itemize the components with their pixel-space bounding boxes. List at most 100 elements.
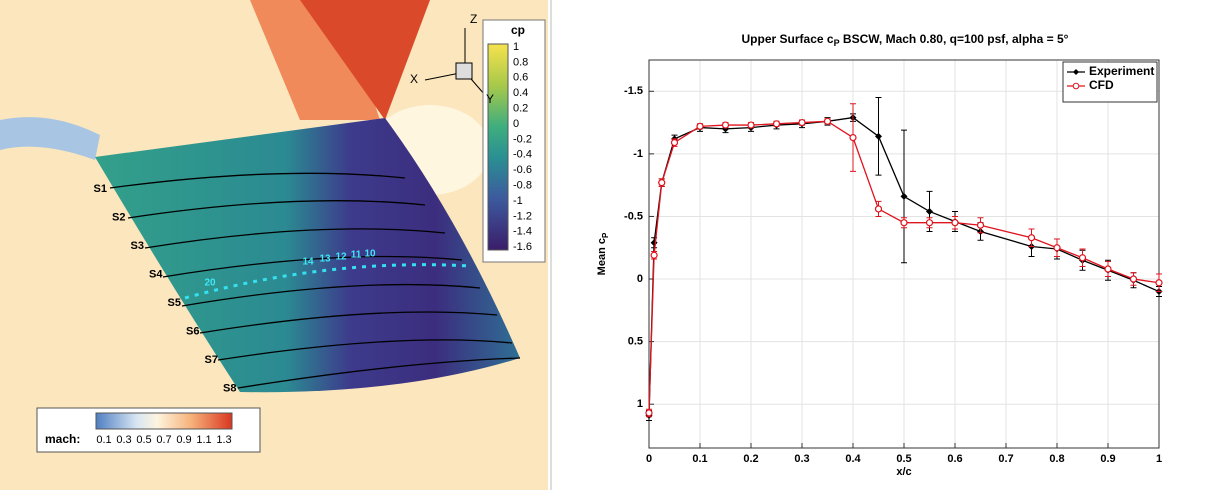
x-tick-label: 1 (1156, 453, 1162, 465)
cp-tick-label: -1 (513, 195, 523, 207)
cp-tick-label: -0.2 (513, 133, 532, 145)
mach-tick-label: 1.1 (196, 434, 211, 446)
mach-tick-label: 1.3 (216, 434, 231, 446)
section-label: S5 (168, 297, 181, 309)
cp-tick-label: -0.8 (513, 180, 532, 192)
marker (721, 121, 730, 129)
marker (772, 120, 781, 128)
marker (1078, 254, 1087, 262)
cp-tick-label: -1.2 (513, 210, 532, 222)
cp-tick-label: 1 (513, 41, 519, 53)
y-tick-label: -1 (633, 148, 643, 160)
marker (900, 219, 908, 227)
marker (658, 179, 666, 187)
cp-tick-label: 0.6 (513, 72, 528, 84)
mach-tick-label: 0.3 (116, 434, 131, 446)
cp-tick-label: 0.4 (513, 87, 528, 99)
marker (696, 122, 704, 130)
wake (0, 117, 100, 160)
y-tick-label: -0.5 (624, 210, 643, 222)
marker (670, 139, 679, 147)
cp-tick-label: -0.6 (513, 164, 532, 176)
y-tick-label: 0.5 (628, 336, 643, 348)
y-tick-label: 0 (637, 273, 643, 285)
cp-tick-label: 0.2 (513, 103, 528, 115)
marker (747, 121, 755, 129)
marker (1155, 279, 1163, 287)
section-label: S3 (131, 240, 144, 252)
section-label: S6 (186, 325, 199, 337)
marker (798, 118, 806, 127)
legend-marker (1072, 82, 1080, 90)
section-label: S7 (205, 354, 218, 366)
marker (900, 192, 908, 200)
wing (95, 118, 520, 393)
tap-label: 20 (204, 278, 216, 289)
axis-label: X (410, 72, 418, 86)
y-tick-label: -1.5 (624, 85, 643, 97)
mach-label: mach: (45, 432, 80, 446)
marker (951, 219, 959, 227)
shock-core (300, 0, 430, 120)
plot-frame (648, 59, 1160, 449)
marker (823, 117, 832, 125)
x-tick-label: 0.1 (692, 453, 707, 465)
legend-box (1062, 61, 1158, 103)
marker (849, 134, 857, 142)
marker (722, 125, 729, 133)
axis-label: Z (470, 12, 477, 26)
legend-label: Experiment (1089, 64, 1154, 78)
y-axis-label: Mean cP (596, 232, 610, 275)
mach-tick-label: 0.5 (136, 434, 151, 446)
mach-colorbar (95, 412, 233, 430)
series-line (648, 120, 1160, 413)
chart-title: Upper Surface cP BSCW, Mach 0.80, q=100 … (742, 32, 1069, 48)
cp-tick-label: 0.8 (513, 56, 528, 68)
axis-label: Y (486, 92, 494, 106)
cp-colorbar (487, 43, 509, 251)
cfd-panel: cp mach: (0, 0, 548, 490)
tap-label: 13 (319, 254, 331, 265)
cp-tick-label: -1.6 (513, 241, 532, 253)
x-tick-label: 0.3 (794, 453, 809, 465)
legend-marker (1073, 69, 1079, 75)
section-label: S2 (112, 211, 125, 223)
x-tick-label: 0.8 (1049, 453, 1064, 465)
marker (1027, 234, 1036, 242)
mach-tick-label: 0.7 (156, 434, 171, 446)
mach-tick-label: 0.1 (96, 434, 111, 446)
section-label: S8 (223, 382, 236, 394)
tap-label: 11 (351, 250, 362, 261)
cp-tick-label: -1.4 (513, 226, 532, 238)
legend-label: CFD (1089, 78, 1114, 92)
marker (874, 205, 883, 213)
marker (926, 207, 933, 215)
marker (875, 132, 882, 140)
series-line (648, 116, 1160, 416)
marker (1104, 265, 1112, 273)
x-tick-label: 0.5 (896, 453, 911, 465)
y-tick-label: 1 (637, 398, 643, 410)
cp-tick-label: -0.4 (513, 149, 532, 161)
section-lines (109, 172, 521, 389)
section-label: S4 (149, 268, 163, 280)
series (645, 103, 1163, 418)
x-tick-label: 0.7 (998, 453, 1013, 465)
axes-triad (424, 28, 486, 96)
x-tick-label: 0.9 (1100, 453, 1115, 465)
x-tick-label: 0.2 (743, 453, 758, 465)
cp-title: cp (511, 23, 525, 37)
marker (645, 409, 653, 417)
x-axis-label: x/c (896, 466, 911, 478)
x-tick-label: 0 (646, 453, 652, 465)
marker (1129, 275, 1138, 283)
marker (1053, 244, 1061, 252)
marker (925, 219, 934, 227)
tap-label: 10 (364, 249, 376, 260)
marker (650, 251, 658, 259)
x-tick-label: 0.6 (947, 453, 962, 465)
cp-tick-label: 0 (513, 118, 519, 130)
section-label: S1 (94, 183, 107, 195)
